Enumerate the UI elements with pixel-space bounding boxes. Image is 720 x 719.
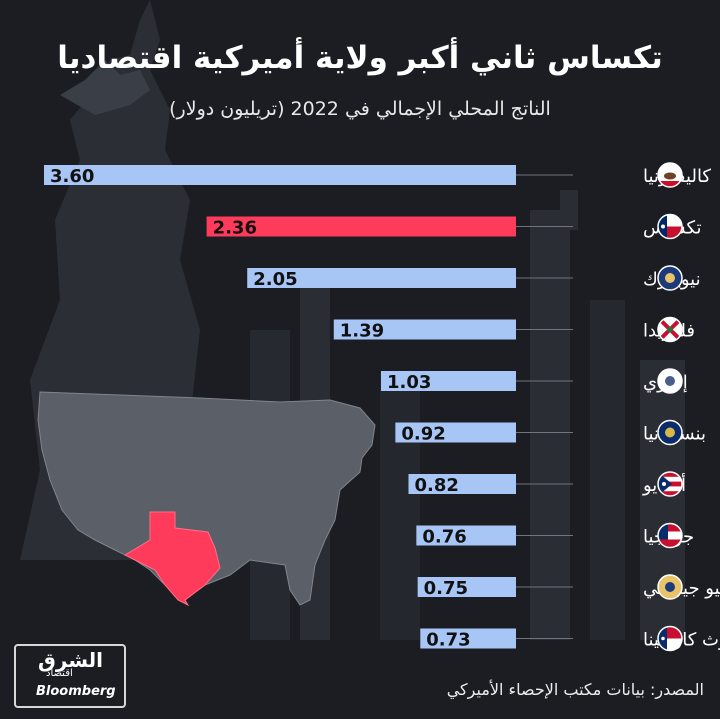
- bar-value-label: 1.39: [340, 321, 384, 342]
- asharq-bloomberg-logo: الشرق اقتصاد Bloomberg: [14, 644, 126, 708]
- bar: [247, 268, 516, 288]
- bar: [333, 319, 516, 340]
- bar: [206, 216, 517, 237]
- bar-value-label: 2.05: [253, 269, 297, 290]
- bar: [380, 371, 516, 391]
- bar-value-label: 0.82: [414, 475, 458, 496]
- bar: [408, 474, 516, 494]
- us-map: [37, 391, 376, 607]
- north-carolina-flag-icon: [657, 625, 683, 652]
- chart-subtitle: الناتج المحلي الإجمالي في 2022 (تريليون …: [169, 98, 551, 120]
- logo-arabic-text: الشرق: [38, 648, 104, 672]
- bar-value-label: 0.92: [401, 424, 445, 445]
- logo-english-text: Bloomberg: [36, 684, 116, 699]
- california-flag-icon: [657, 162, 683, 188]
- us-map-shape: [37, 391, 376, 606]
- bar: [420, 628, 516, 649]
- bar-value-label: 0.73: [426, 630, 470, 651]
- ohio-flag-icon: [657, 471, 683, 497]
- florida-flag-icon: [657, 316, 683, 343]
- chart-title: تكساس ثاني أكبر ولاية أميركية اقتصاديا: [57, 40, 663, 76]
- bar-value-label: 2.36: [213, 218, 257, 239]
- bar-value-label: 0.75: [424, 578, 468, 599]
- bar: [395, 422, 516, 443]
- bar: [416, 525, 516, 546]
- illinois-flag-icon: [657, 368, 683, 394]
- georgia-flag-icon: [657, 522, 683, 549]
- new-york-flag-icon: [657, 265, 683, 291]
- logo-arabic-subtext: اقتصاد: [46, 668, 73, 679]
- new-jersey-flag-icon: [657, 574, 683, 600]
- texas-flag-icon: [657, 213, 683, 240]
- pennsylvania-flag-icon: [657, 419, 683, 446]
- texas-map-shape: [123, 511, 221, 607]
- bar: [417, 577, 516, 597]
- bar-value-label: 1.03: [387, 372, 431, 393]
- bar-value-label: 3.60: [50, 166, 94, 187]
- source-note: المصدر: بيانات مكتب الإحصاء الأميركي: [446, 680, 704, 699]
- bar: [44, 165, 516, 185]
- bar-value-label: 0.76: [422, 527, 466, 548]
